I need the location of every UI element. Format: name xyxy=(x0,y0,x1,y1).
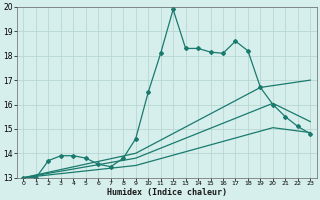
X-axis label: Humidex (Indice chaleur): Humidex (Indice chaleur) xyxy=(107,188,227,197)
